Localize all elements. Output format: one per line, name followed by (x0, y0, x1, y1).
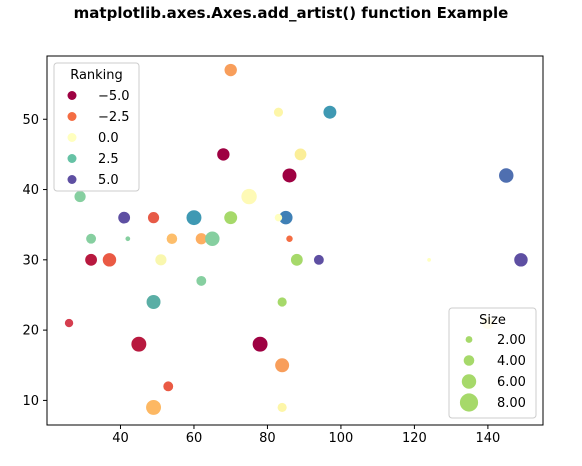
y-tick-label: 50 (22, 113, 39, 128)
y-tick-label: 20 (22, 324, 39, 339)
ranking-legend-title: Ranking (70, 68, 123, 83)
scatter-point (196, 275, 207, 286)
ranking-legend-label: −5.0 (98, 89, 130, 104)
scatter-point (86, 233, 97, 244)
y-tick-label: 30 (22, 253, 39, 268)
x-tick-label: 100 (329, 431, 354, 446)
scatter-point (279, 210, 293, 225)
scatter-point (205, 231, 220, 246)
size-legend-box (448, 307, 537, 419)
size-legend-label: 8.00 (497, 396, 526, 411)
ranking-legend-marker (67, 91, 77, 100)
ranking-legend-label: 0.0 (98, 131, 119, 146)
scatter-point (274, 213, 283, 222)
scatter-point (74, 190, 86, 203)
scatter-point (294, 148, 307, 161)
x-tick-label: 40 (112, 431, 129, 446)
x-tick-label: 60 (186, 431, 203, 446)
x-tick-label: 120 (402, 431, 427, 446)
size-legend-label: 2.00 (497, 333, 526, 348)
scatter-point (147, 212, 160, 224)
scatter-point (125, 236, 131, 242)
size-legend-marker (459, 393, 479, 412)
scatter-point (163, 381, 174, 392)
scatter-point (241, 188, 257, 205)
scatter-point (277, 297, 287, 307)
scatter-point (273, 107, 284, 117)
ranking-legend-label: 5.0 (98, 173, 119, 188)
scatter-point (277, 402, 287, 413)
y-tick-label: 40 (22, 183, 39, 198)
chart-title: matplotlib.axes.Axes.add_artist() functi… (73, 4, 509, 22)
scatter-point (64, 318, 74, 328)
scatter-point (166, 233, 178, 245)
ranking-legend-marker (67, 112, 77, 121)
y-tick-label: 10 (22, 394, 39, 409)
scatter-points (64, 63, 528, 415)
scatter-point (282, 168, 297, 183)
size-legend-marker (461, 374, 477, 389)
ranking-legend-label: 2.5 (98, 152, 119, 167)
ranking-legend-marker (67, 133, 77, 142)
ranking-legend: Ranking −5.0 −2.5 0.0 2.5 5.0 (53, 62, 140, 192)
scatter-point (217, 148, 230, 161)
size-legend: Size 2.00 4.00 6.00 8.00 (448, 307, 537, 419)
size-legend-marker (463, 355, 475, 366)
axis-ticks: 40 60 80 100 120 140 10 20 30 40 50 (22, 113, 500, 446)
scatter-point (85, 253, 97, 266)
scatter-point (224, 63, 237, 77)
scatter-point (514, 253, 528, 267)
axes-frame (46, 55, 544, 426)
ranking-legend-marker (67, 175, 77, 184)
size-legend-label: 6.00 (497, 375, 526, 390)
scatter-point (118, 211, 131, 224)
size-legend-title: Size (479, 313, 506, 328)
scatter-point (131, 336, 147, 352)
scatter-point (186, 210, 202, 226)
scatter-point (252, 336, 268, 352)
size-legend-marker (465, 336, 473, 343)
size-legend-label: 4.00 (497, 354, 526, 369)
scatter-point (499, 168, 514, 183)
ranking-legend-marker (67, 154, 77, 163)
scatter-point (102, 253, 117, 267)
scatter-point (286, 235, 293, 242)
scatter-point (427, 257, 431, 262)
ranking-legend-label: −2.5 (98, 110, 130, 125)
scatter-point (195, 233, 207, 245)
scatter-point (313, 254, 324, 265)
x-tick-label: 80 (259, 431, 276, 446)
scatter-point (146, 295, 161, 309)
x-tick-label: 140 (475, 431, 500, 446)
scatter-point (224, 211, 238, 225)
scatter-point (146, 399, 162, 415)
scatter-point (155, 254, 167, 266)
scatter-point (290, 253, 303, 266)
scatter-point (323, 105, 337, 119)
scatter-point (275, 358, 290, 373)
